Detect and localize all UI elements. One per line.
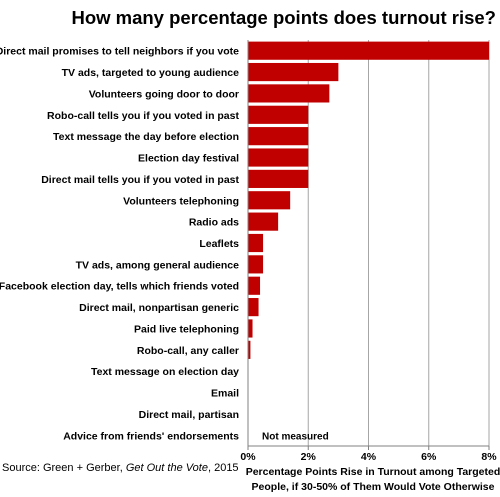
- x-tick-label: 2%: [301, 451, 317, 463]
- bar: [248, 191, 291, 210]
- category-label: Paid live telephoning: [134, 323, 239, 335]
- bar: [248, 148, 309, 167]
- bar: [248, 298, 259, 317]
- category-label: Volunteers going door to door: [89, 88, 239, 100]
- not-measured-annotation: Not measured: [262, 431, 329, 442]
- category-label: Robo-call, any caller: [137, 345, 239, 357]
- bar: [248, 169, 309, 188]
- bar: [248, 319, 253, 338]
- x-tick-label: 6%: [421, 451, 437, 463]
- bar: [248, 41, 489, 60]
- chart-title: How many percentage points does turnout …: [71, 7, 496, 28]
- bar: [248, 233, 264, 253]
- category-label: Volunteers telephoning: [123, 195, 239, 207]
- category-label: TV ads, among general audience: [76, 259, 240, 271]
- source-suffix: , 2015: [207, 462, 239, 474]
- bar: [248, 276, 261, 295]
- category-label: Advice from friends' endorsements: [63, 430, 239, 442]
- category-label: Robo-call tells you if you voted in past: [47, 110, 239, 122]
- bar: [248, 212, 279, 231]
- source-note: Source: Green + Gerber, Get Out the Vote…: [2, 462, 239, 474]
- bar: [248, 127, 309, 146]
- source-book-title: Get Out the Vote: [125, 462, 208, 474]
- category-label: Direct mail tells you if you voted in pa…: [41, 174, 239, 186]
- category-label: Radio ads: [189, 217, 239, 229]
- category-label: Leaflets: [199, 238, 239, 250]
- bar: [248, 255, 264, 274]
- category-label: Text message on election day: [91, 366, 239, 378]
- category-label: Email: [211, 388, 239, 400]
- x-tick-label: 0%: [240, 451, 256, 463]
- category-label: TV ads, targeted to young audience: [62, 67, 240, 79]
- category-label: Direct mail, partisan: [139, 409, 239, 421]
- x-tick-label: 8%: [481, 451, 497, 463]
- bar: [248, 62, 339, 82]
- bar: [248, 340, 251, 359]
- bar: [248, 84, 330, 103]
- x-axis-label-line-2: People, if 30-50% of Them Would Vote Oth…: [252, 481, 495, 493]
- category-label: Direct mail promises to tell neighbors i…: [0, 46, 239, 58]
- x-axis-label-line-1: Percentage Points Rise in Turnout among …: [246, 466, 500, 478]
- bar: [248, 105, 309, 124]
- source-prefix: Source: Green + Gerber,: [2, 462, 126, 474]
- category-label: Direct mail, nonpartisan generic: [79, 302, 239, 314]
- x-tick-label: 4%: [361, 451, 377, 463]
- category-label: Election day festival: [138, 153, 239, 165]
- category-label: Facebook election day, tells which frien…: [0, 281, 239, 293]
- category-label: Text message the day before election: [53, 131, 239, 143]
